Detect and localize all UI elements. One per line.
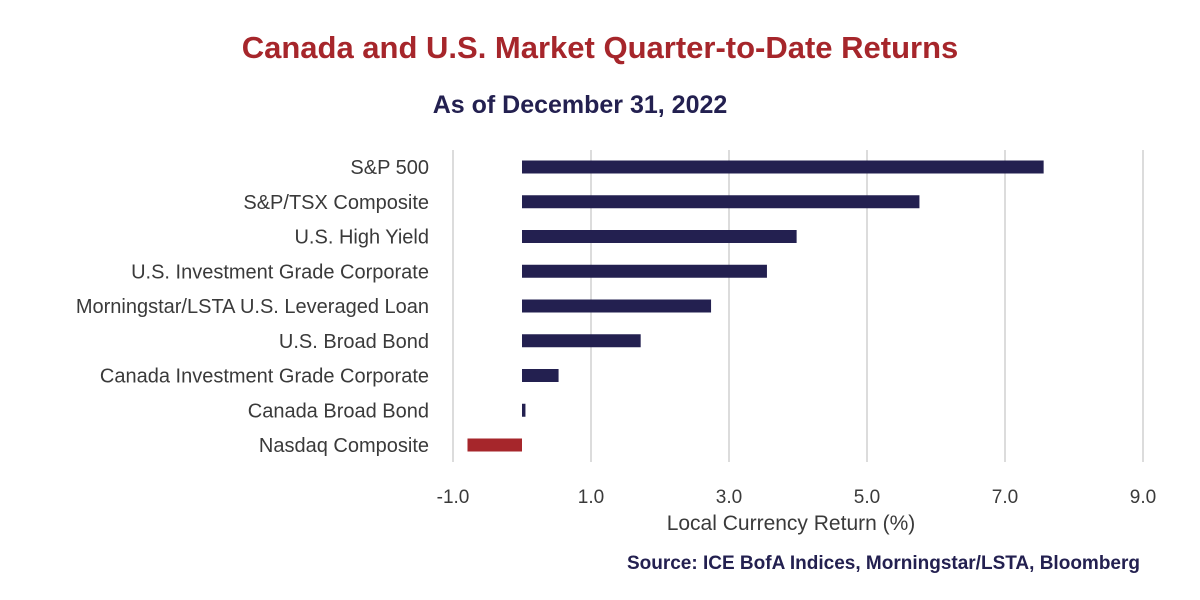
- bar: [522, 299, 712, 313]
- chart-title: Canada and U.S. Market Quarter-to-Date R…: [241, 30, 959, 65]
- source-note: Source: ICE BofA Indices, Morningstar/LS…: [626, 553, 1140, 574]
- x-tick-labels: -1.0 1.0 3.0 5.0 7.0 9.0: [437, 487, 1157, 508]
- bar: [522, 334, 641, 348]
- category-label: Canada Broad Bond: [248, 400, 429, 422]
- gridlines: [452, 150, 1144, 462]
- x-tick-label: 9.0: [1130, 487, 1156, 508]
- category-label: Nasdaq Composite: [259, 435, 429, 457]
- x-axis-title: Local Currency Return (%): [667, 512, 916, 535]
- category-label: S&P/TSX Composite: [243, 192, 429, 214]
- category-labels: S&P 500 S&P/TSX Composite U.S. High Yield U…: [76, 157, 429, 457]
- category-label: U.S. Broad Bond: [279, 331, 429, 353]
- bar: [522, 195, 920, 209]
- bar: [467, 438, 522, 452]
- x-tick-label: 5.0: [854, 487, 880, 508]
- x-tick-label: 1.0: [578, 487, 604, 508]
- x-tick-label: 3.0: [716, 487, 742, 508]
- category-label: Canada Investment Grade Corporate: [100, 366, 429, 388]
- x-tick-label: -1.0: [437, 487, 470, 508]
- bar: [522, 369, 559, 382]
- category-label: Morningstar/LSTA U.S. Leveraged Loan: [76, 296, 429, 318]
- x-tick-label: 7.0: [992, 487, 1018, 508]
- bar: [522, 403, 526, 417]
- category-label: U.S. Investment Grade Corporate: [131, 261, 429, 283]
- category-label: S&P 500: [350, 157, 429, 179]
- bars: [467, 160, 1044, 452]
- chart-subtitle: As of December 31, 2022: [432, 91, 728, 119]
- bar: [522, 160, 1044, 174]
- category-label: U.S. High Yield: [294, 227, 429, 249]
- bar: [522, 264, 767, 278]
- bar: [522, 230, 797, 243]
